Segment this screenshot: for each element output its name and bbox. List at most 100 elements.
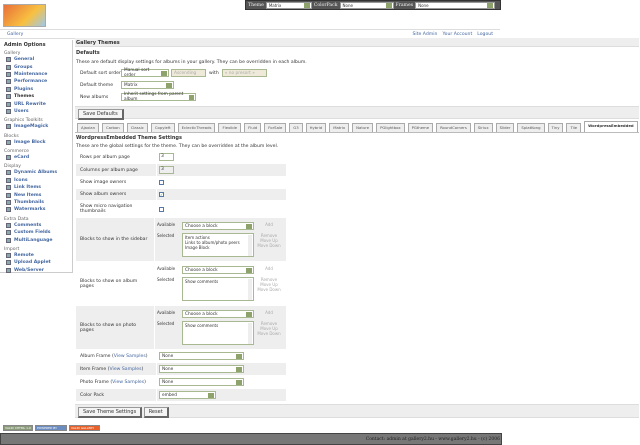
theme-tab[interactable]: ForSale [264, 123, 287, 132]
save-defaults-button[interactable]: Save Defaults [78, 109, 124, 120]
sidebar-item[interactable]: Thumbnails [4, 199, 68, 206]
gallery-badge[interactable]: VALID GALLERY [69, 425, 100, 431]
sidebar-item[interactable]: Web/Server [4, 267, 68, 274]
item-frame-select[interactable]: None [159, 365, 244, 373]
move-up-button[interactable]: Move Up [260, 326, 278, 331]
sidebar-item[interactable]: Groups [4, 63, 68, 70]
gallery-logo[interactable] [3, 4, 46, 27]
sidebar-item[interactable]: Link Items [4, 184, 68, 191]
theme-tab[interactable]: Flexible [218, 123, 242, 132]
sidebar-item[interactable]: Plugins [4, 86, 68, 93]
theme-tab[interactable]: RoundCorners [436, 123, 471, 132]
colorpack-select[interactable]: None [339, 1, 394, 9]
selected-block-item[interactable]: Links to album/photo peers [185, 240, 240, 245]
move-up-button[interactable]: Move Up [260, 238, 278, 243]
color-pack-select[interactable]: embed [159, 391, 216, 399]
theme-tab[interactable]: Nature [352, 123, 374, 132]
save-theme-settings-button[interactable]: Save Theme Settings [78, 407, 143, 418]
theme-tab[interactable]: Tiny [547, 123, 564, 132]
selected-block-item[interactable]: Item actions [185, 235, 210, 240]
theme-tab[interactable]: Hybrid [305, 123, 327, 132]
album-frame-samples-link[interactable]: View Samples [113, 353, 146, 359]
sidebar-item[interactable]: Icons [4, 177, 68, 184]
default-theme-select[interactable]: Matrix [121, 81, 174, 89]
sort-order-select[interactable]: Manual sort order [121, 68, 169, 78]
xhtml-badge[interactable]: VALID XHTML 1.0 [3, 425, 33, 431]
add-button[interactable]: Add [265, 310, 273, 315]
photo-frame-samples-link[interactable]: View Samples [112, 379, 145, 385]
sidebar-item[interactable]: Image Block [4, 139, 68, 146]
theme-tab[interactable]: Classic [126, 123, 148, 132]
move-down-button[interactable]: Move Down [257, 287, 281, 292]
available-blocks-select[interactable]: Choose a block [182, 310, 254, 318]
theme-tab[interactable]: SplatKong [517, 123, 545, 132]
sidebar-item-label: Groups [14, 64, 33, 70]
logout-link[interactable]: Logout [477, 31, 493, 37]
selected-blocks-list[interactable]: Show comments [182, 321, 254, 345]
add-button[interactable]: Add [265, 222, 273, 227]
remove-button[interactable]: Remove [260, 233, 278, 238]
your-account-link[interactable]: Your Account [442, 31, 473, 37]
available-blocks-select[interactable]: Choose a block [182, 222, 254, 230]
sidebar-item[interactable]: Themes [4, 93, 68, 100]
site-admin-link[interactable]: Site Admin [412, 31, 438, 37]
plugin-icon [6, 139, 11, 145]
sidebar-item[interactable]: Remote [4, 252, 68, 259]
sidebar-item[interactable]: Users [4, 108, 68, 115]
show-album-owners-checkbox[interactable]: ✓ [159, 192, 164, 197]
theme-tab[interactable]: Carbon [102, 123, 124, 132]
selected-blocks-list[interactable]: Item actions Links to album/photo peers Im… [182, 233, 254, 257]
theme-tab[interactable]: Copyleft [150, 123, 175, 132]
theme-tab[interactable]: WordpressEmbedded [584, 121, 638, 132]
move-up-button[interactable]: Move Up [260, 282, 278, 287]
theme-select[interactable]: Matrix [265, 1, 312, 9]
sidebar-item[interactable]: Maintenance [4, 71, 68, 78]
album-frame-select[interactable]: None [159, 352, 244, 360]
photo-frame-select[interactable]: None [159, 378, 244, 386]
powered-by-badge[interactable]: POWERED BY [35, 425, 67, 431]
breadcrumb-gallery[interactable]: Gallery [7, 31, 24, 37]
remove-button[interactable]: Remove [260, 277, 278, 282]
sidebar-item[interactable]: Performance [4, 78, 68, 85]
add-button[interactable]: Add [265, 266, 273, 271]
sidebar-item[interactable]: URL Rewrite [4, 100, 68, 107]
remove-button[interactable]: Remove [260, 321, 278, 326]
theme-tab[interactable]: G3 [289, 123, 303, 132]
sidebar-item[interactable]: Watermarks [4, 206, 68, 213]
theme-tab[interactable]: Fluid [244, 123, 262, 132]
available-blocks-select[interactable]: Choose a block [182, 266, 254, 274]
selected-block-item[interactable]: Show comments [185, 279, 219, 284]
sidebar-item[interactable]: Dynamic Albums [4, 169, 68, 176]
theme-tab[interactable]: Tile [566, 123, 582, 132]
theme-tab[interactable]: Slider [495, 123, 515, 132]
frames-select[interactable]: None [415, 1, 496, 9]
sidebar-item[interactable]: eCard [4, 154, 68, 161]
sidebar-item[interactable]: General [4, 56, 68, 63]
sidebar-item[interactable]: New Items [4, 191, 68, 198]
move-down-button[interactable]: Move Down [257, 243, 281, 248]
selected-block-item[interactable]: Show comments [185, 323, 219, 328]
theme-tab[interactable]: PGlightbox [376, 123, 405, 132]
show-image-owners-checkbox[interactable] [159, 180, 164, 185]
sidebar-item[interactable]: MultiLanguage [4, 236, 68, 243]
selected-block-item[interactable]: Image Block [185, 245, 210, 250]
theme-tab[interactable]: Matrix [329, 123, 350, 132]
item-frame-samples-link[interactable]: View Samples [109, 366, 142, 372]
rows-per-page-input[interactable]: 3 [159, 153, 174, 161]
selected-blocks-list[interactable]: Show comments [182, 277, 254, 301]
sidebar-item[interactable]: Upload Applet [4, 259, 68, 266]
sidebar-item[interactable]: ImageMagick [4, 123, 68, 130]
move-down-button[interactable]: Move Down [257, 331, 281, 336]
sidebar-item[interactable]: Custom Fields [4, 229, 68, 236]
reset-button[interactable]: Reset [143, 407, 169, 418]
columns-per-page-input[interactable]: 3 [159, 166, 174, 174]
new-albums-select[interactable]: Inherit settings from parent album [121, 92, 196, 102]
show-micro-nav-checkbox[interactable] [159, 206, 164, 212]
sidebar-item[interactable]: Comments [4, 222, 68, 229]
theme-tab[interactable]: PGtheme [407, 123, 434, 132]
micro-nav-label: Show micro navigation thumbnails [80, 204, 133, 214]
theme-tab[interactable]: Ajaxian [77, 123, 100, 132]
theme-tab[interactable]: EclecticThreads [177, 123, 216, 132]
theme-tab[interactable]: Siriux [473, 123, 493, 132]
plugin-icon [6, 207, 11, 213]
